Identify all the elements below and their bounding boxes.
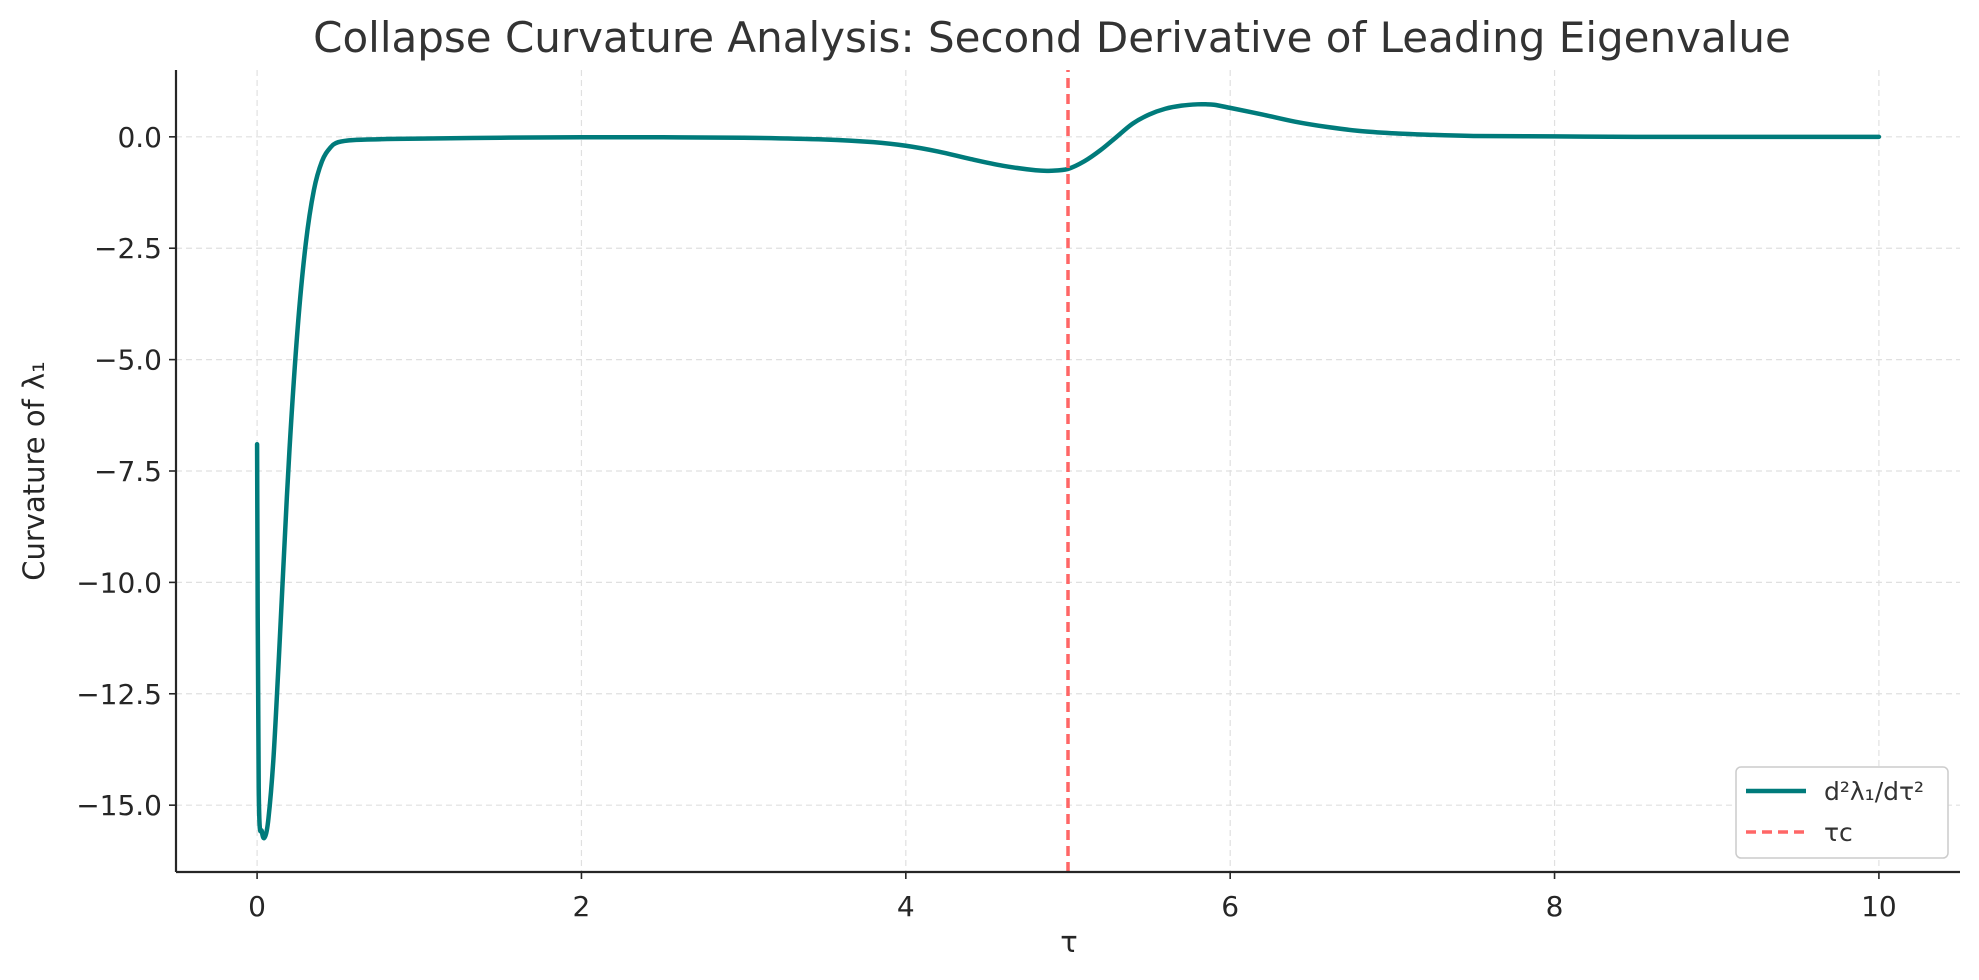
chart-title: Collapse Curvature Analysis: Second Deri… (313, 13, 1791, 62)
x-tick-label: 4 (897, 890, 915, 923)
x-tick-label: 10 (1861, 890, 1897, 923)
y-tick-label: −12.5 (76, 678, 162, 711)
y-tick-label: −5.0 (94, 344, 162, 377)
x-tick-label: 2 (573, 890, 591, 923)
x-axis-label: τ (1060, 925, 1077, 959)
y-tick-label: 0.0 (117, 121, 162, 154)
series-layer (254, 70, 1882, 872)
legend-label-tau-c: τc (1824, 818, 1853, 847)
y-tick-label: −7.5 (94, 455, 162, 488)
x-tick-label: 8 (1546, 890, 1564, 923)
legend: d²λ₁/dτ² τc (1735, 766, 1949, 859)
y-tick-label: −10.0 (76, 566, 162, 599)
x-tick-label: 0 (248, 890, 266, 923)
series-line-curvature (254, 101, 1882, 841)
y-tick-label: −2.5 (94, 232, 162, 265)
legend-label-curvature: d²λ₁/dτ² (1824, 777, 1924, 806)
tick-layer: 0 2 4 6 8 10 0.0 −2.5 −5.0 −7.5 −10.0 −12.5 −15.0 (76, 121, 1897, 923)
y-tick-label: −15.0 (76, 789, 162, 822)
x-tick-label: 6 (1221, 890, 1239, 923)
y-axis-label: Curvature of λ₁ (17, 361, 51, 581)
